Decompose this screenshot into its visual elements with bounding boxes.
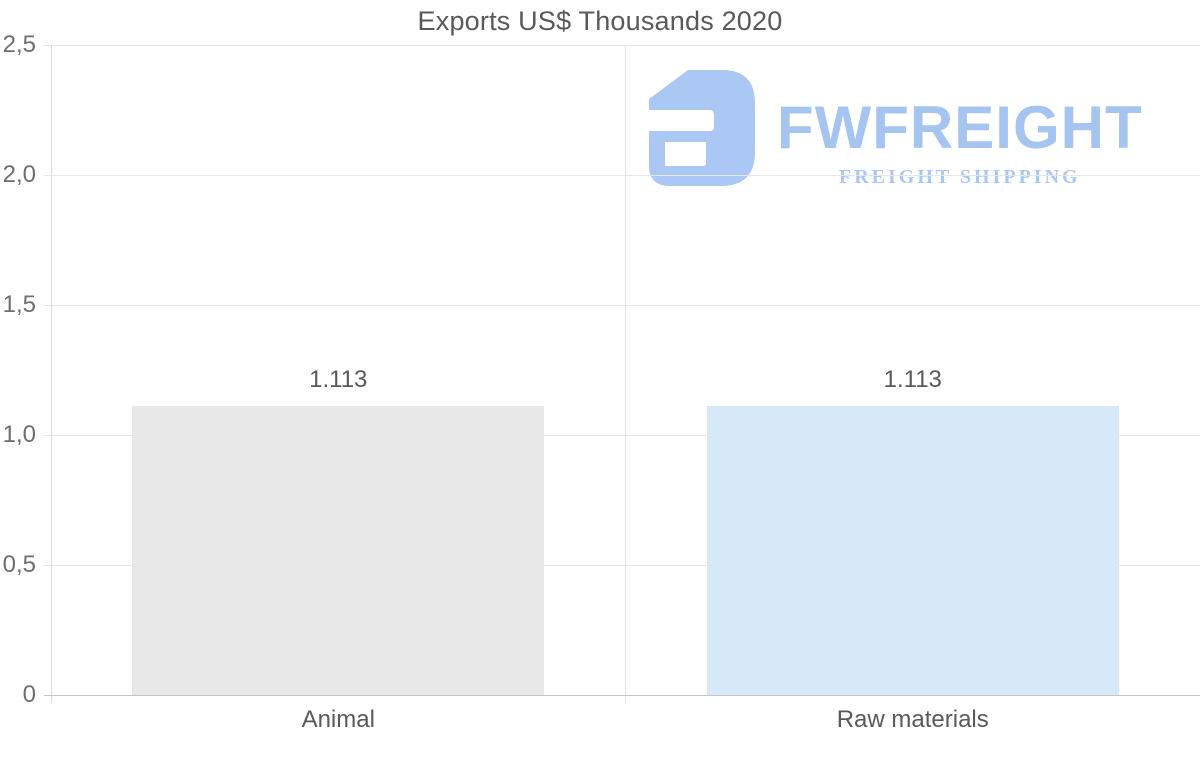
gridline — [44, 45, 1200, 46]
x-category-label: Animal — [301, 706, 375, 733]
y-axis-line — [51, 45, 52, 703]
fwfreight-logo-icon — [648, 70, 755, 186]
fwfreight-brand-name: FWFREIGHT — [777, 94, 1143, 161]
y-tick-label: 2,5 — [2, 31, 36, 58]
chart-title: Exports US$ Thousands 2020 — [417, 6, 783, 36]
gridline — [44, 435, 1200, 436]
x-axis-line — [44, 695, 1200, 696]
bar-value-label: 1.113 — [309, 365, 368, 393]
y-tick-label: 1,0 — [2, 421, 36, 448]
gridline — [44, 305, 1200, 306]
fwfreight-tagline: FREIGHT SHIPPING — [839, 166, 1081, 188]
bar-animal[interactable] — [132, 405, 545, 695]
x-category-label: Raw materials — [836, 706, 989, 733]
y-tick-label: 0,5 — [2, 551, 36, 578]
bar-raw-materials[interactable] — [706, 405, 1119, 695]
y-tick-label: 2,0 — [2, 161, 36, 188]
y-tick-label: 0 — [22, 681, 36, 708]
bar-value-label: 1.113 — [883, 365, 942, 393]
category-separator-gridline — [625, 45, 626, 703]
gridline — [44, 565, 1200, 566]
fwfreight-logo-text: FWFREIGHT FREIGHT SHIPPING — [777, 70, 1143, 189]
fwfreight-watermark: FWFREIGHT FREIGHT SHIPPING — [648, 70, 1143, 189]
gridline — [44, 175, 1200, 176]
y-tick-label: 1,5 — [2, 291, 36, 318]
